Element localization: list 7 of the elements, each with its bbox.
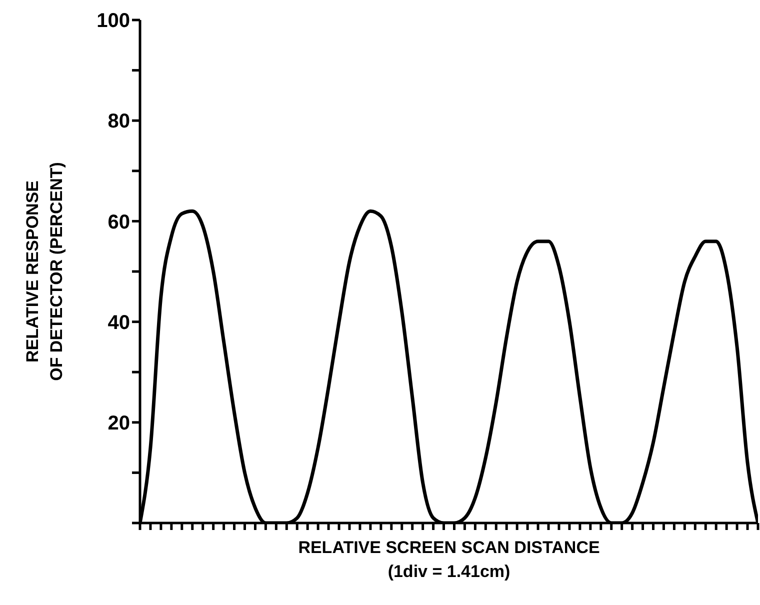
y-tick-label: 60 (108, 211, 130, 234)
y-axis-title: RELATIVE RESPONSE OF DETECTOR (PERCENT) (23, 162, 66, 381)
y-tick-label: 20 (108, 412, 130, 434)
x-axis-title: RELATIVE SCREEN SCAN DISTANCE (1div = 1.41cm) (298, 538, 600, 581)
y-tick-label: 100 (96, 10, 130, 32)
y-tick-label: 40 (108, 312, 130, 334)
y-tick-label: 80 (108, 110, 130, 133)
